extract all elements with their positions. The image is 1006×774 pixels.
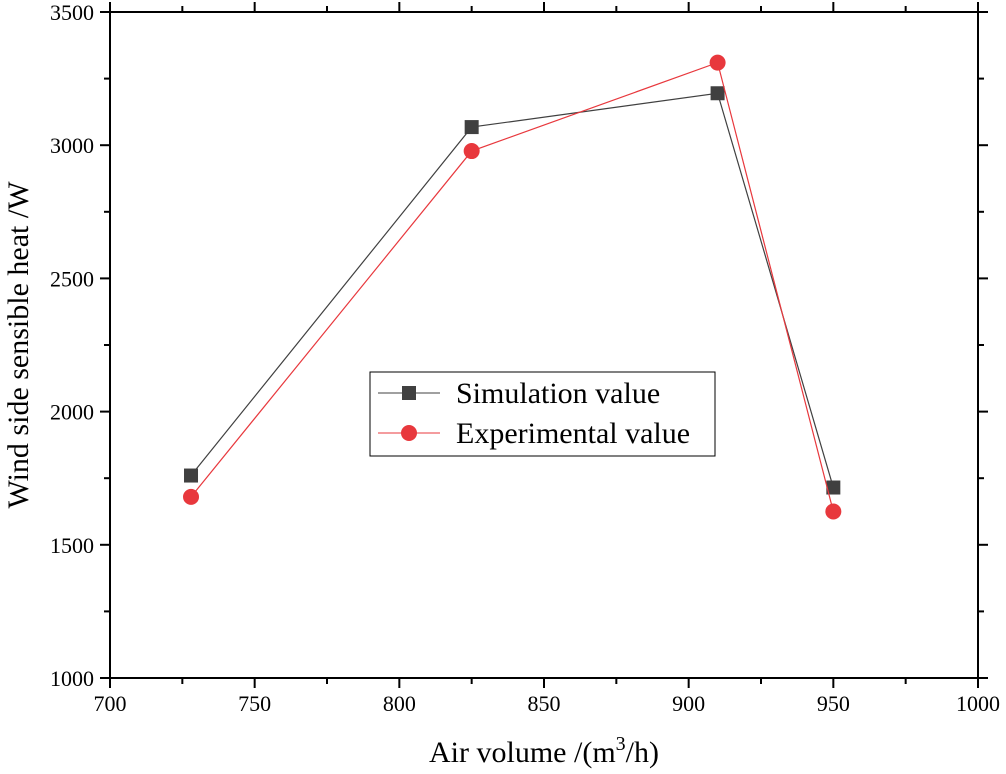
series-line-simulation xyxy=(190,92,834,488)
point-simulation-2 xyxy=(710,86,725,101)
data-series xyxy=(183,54,842,520)
point-simulation-1 xyxy=(464,120,479,135)
point-simulation-3 xyxy=(826,480,841,495)
y-tick-label: 2000 xyxy=(50,400,94,425)
y-tick-label: 3000 xyxy=(50,133,94,158)
y-tick-label: 2500 xyxy=(50,266,94,291)
series-line-experimental xyxy=(190,61,834,512)
y-tick-label: 1000 xyxy=(50,666,94,691)
x-tick-label: 950 xyxy=(817,691,850,716)
plot-frame xyxy=(109,11,979,679)
x-tick-label: 700 xyxy=(94,691,127,716)
x-tick-label: 750 xyxy=(238,691,271,716)
point-experimental-1 xyxy=(463,143,480,160)
x-tick-label: 850 xyxy=(528,691,561,716)
point-experimental-0 xyxy=(183,488,200,505)
legend-box xyxy=(369,371,716,457)
point-experimental-2 xyxy=(709,54,726,71)
legend: Simulation value Experimental value xyxy=(369,371,716,457)
x-tick-label: 800 xyxy=(383,691,416,716)
point-experimental-3 xyxy=(825,503,842,520)
point-simulation-0 xyxy=(184,468,199,483)
legend-marker-experimental xyxy=(401,425,417,441)
y-axis-label: Wind side sensible heat /W xyxy=(2,181,35,509)
y-tick-label: 3500 xyxy=(50,0,94,25)
legend-label-simulation: Simulation value xyxy=(456,377,660,410)
x-tick-label: 900 xyxy=(672,691,705,716)
x-tick-label: 1000 xyxy=(956,691,1000,716)
legend-label-experimental: Experimental value xyxy=(456,417,690,450)
y-tick-label: 1500 xyxy=(50,533,94,558)
axis-ticks: 700 750 800 850 900 950 1000 1000 1500 2000 2500 30… xyxy=(50,0,1000,716)
legend-marker-simulation xyxy=(402,386,416,400)
x-axis-label: Air volume /(m3/h) xyxy=(429,733,659,769)
